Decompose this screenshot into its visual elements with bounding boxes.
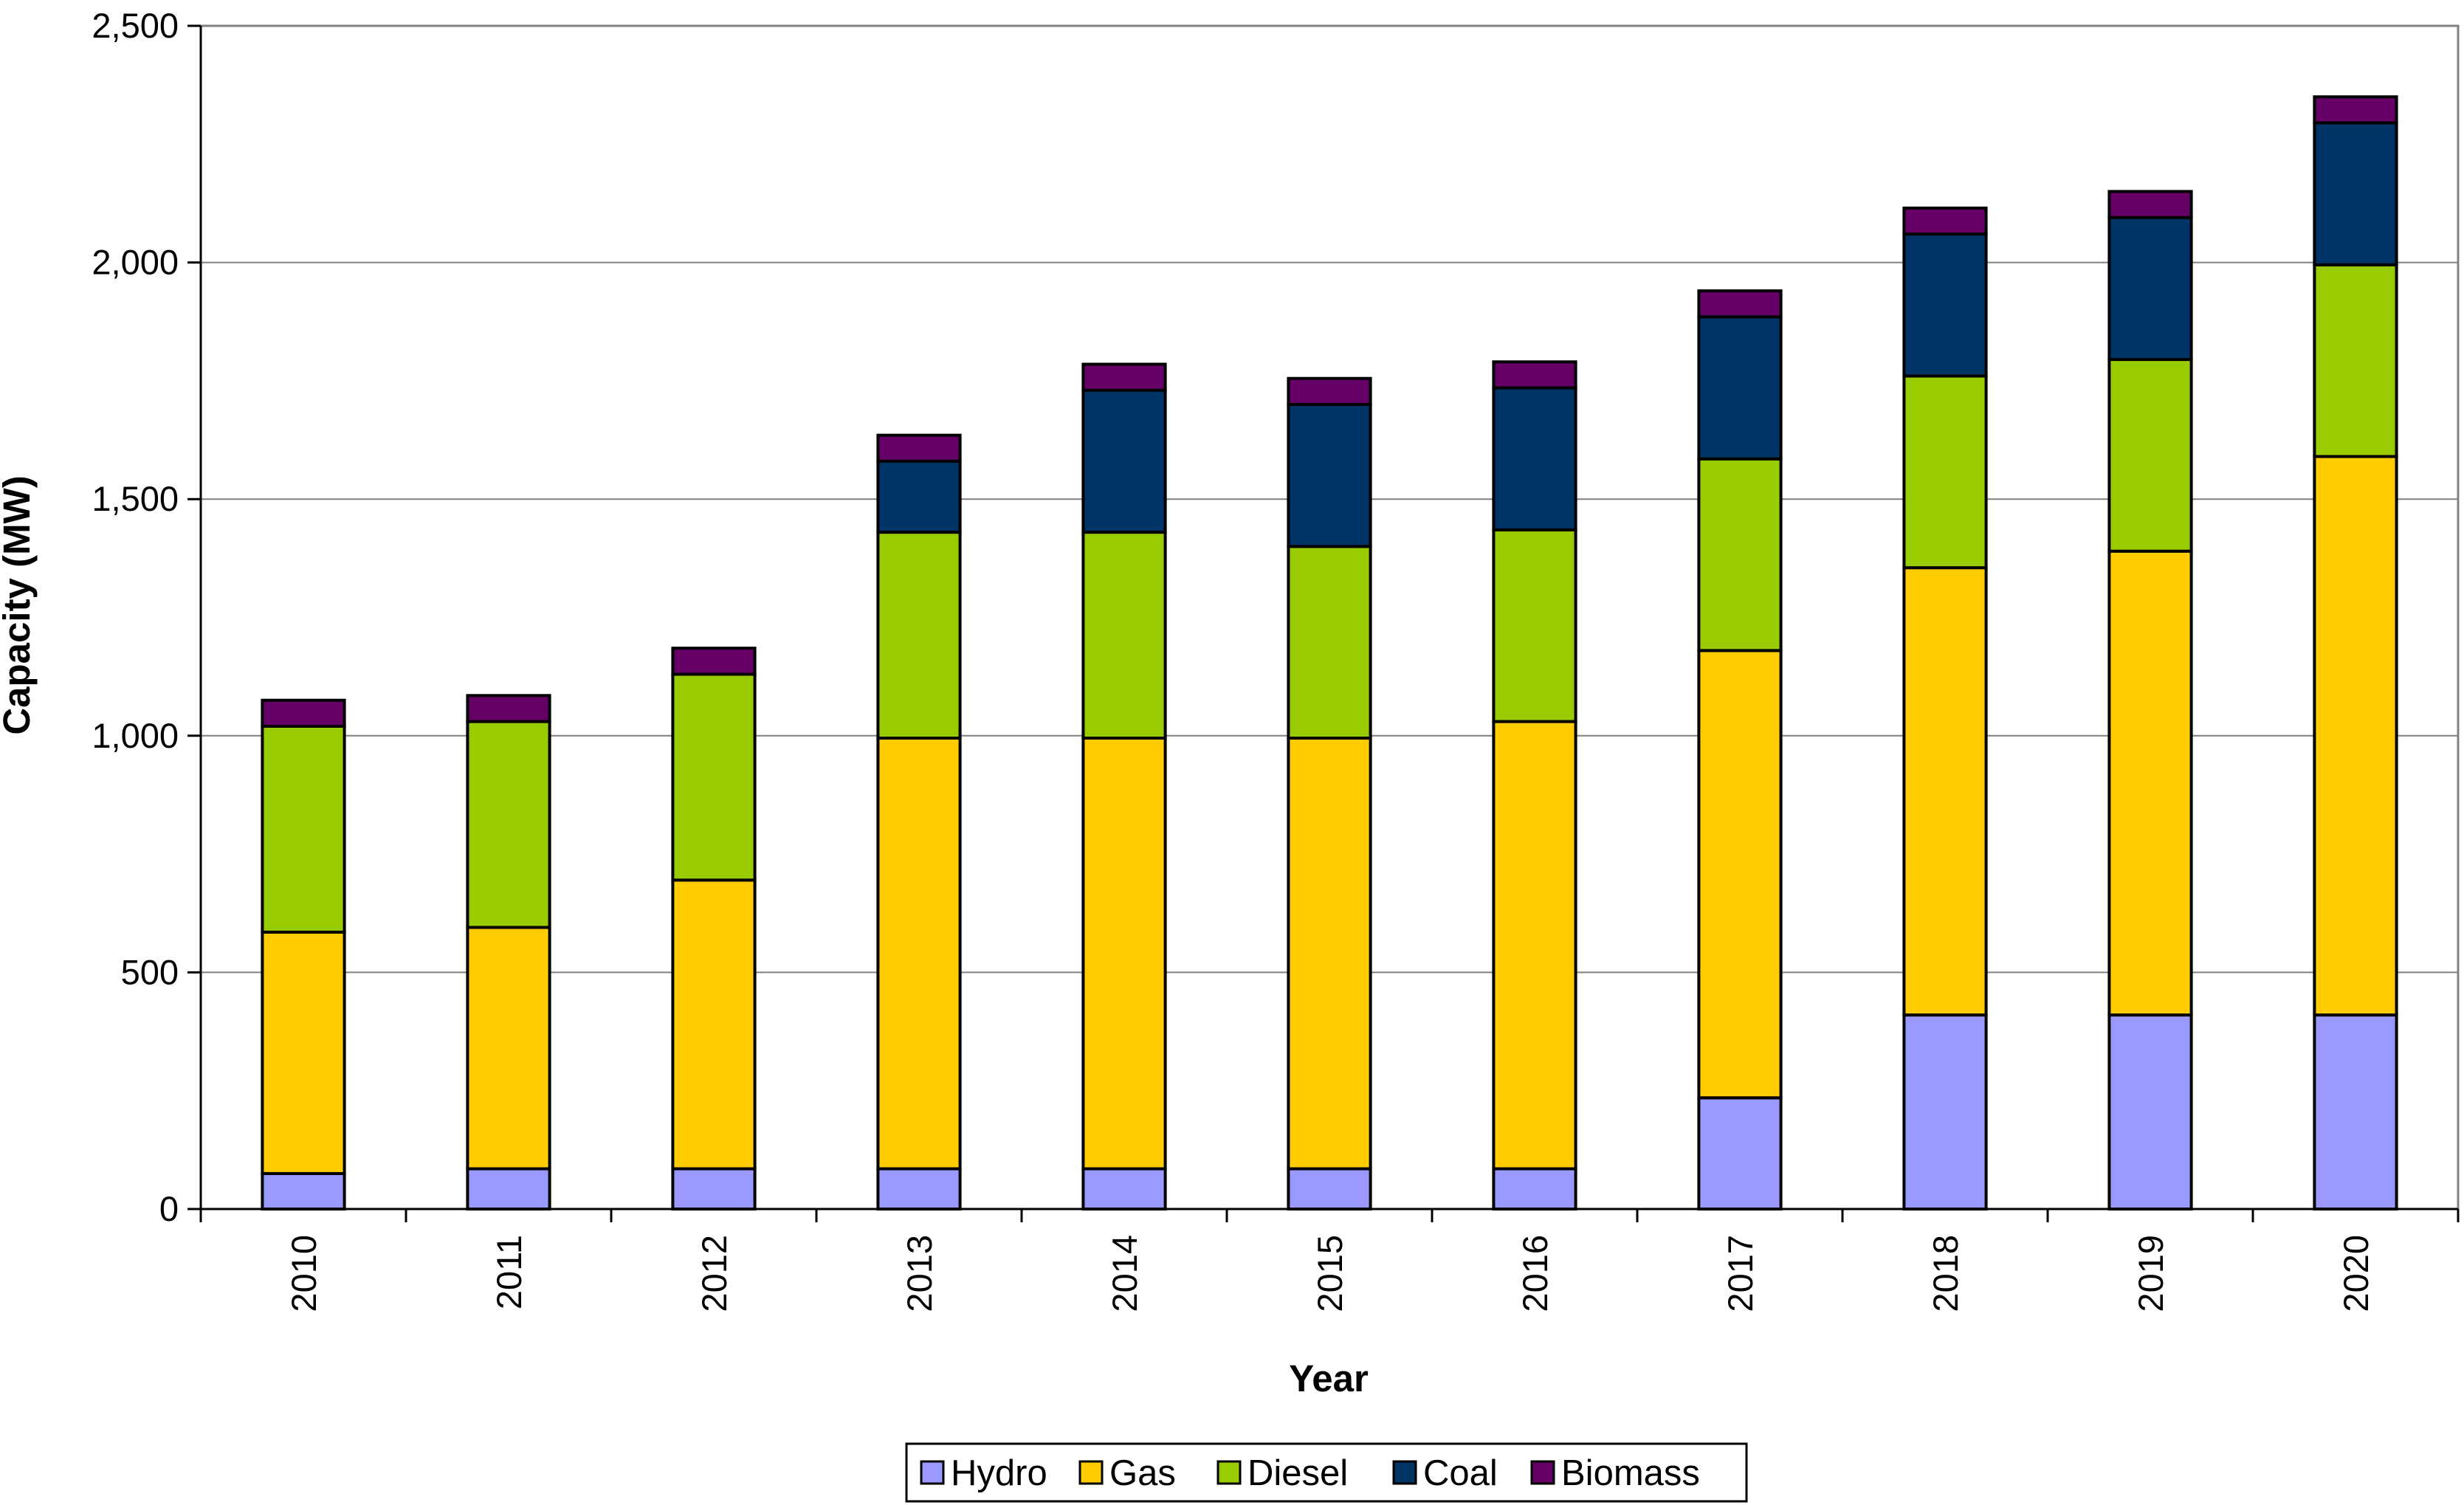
bar-biomass-2016 (1492, 360, 1577, 390)
bar-hydro-2013 (876, 1167, 962, 1211)
bar-diesel-2015 (1287, 545, 1372, 740)
legend-swatch-coal (1392, 1460, 1417, 1485)
legend-swatch-hydro (920, 1460, 945, 1485)
legend-swatch-biomass (1530, 1460, 1555, 1485)
bar-hydro-2020 (2313, 1013, 2398, 1211)
y-tick-label-2500: 2,500 (92, 6, 179, 45)
legend-label-biomass: Biomass (1561, 1453, 1700, 1493)
bar-biomass-2015 (1287, 376, 1372, 406)
bar-biomass-2012 (671, 647, 757, 676)
bar-gas-2013 (876, 737, 962, 1171)
x-tick-label-2017: 2017 (1721, 1235, 1760, 1312)
bar-diesel-2013 (876, 531, 962, 740)
bar-gas-2018 (1902, 566, 1988, 1017)
bar-gas-2014 (1081, 737, 1167, 1171)
bar-coal-2016 (1492, 386, 1577, 531)
bar-diesel-2014 (1081, 531, 1167, 740)
bar-biomass-2013 (876, 433, 962, 463)
bar-gas-2010 (261, 930, 346, 1175)
bar-diesel-2020 (2313, 263, 2398, 458)
x-tick-labels: 2010 2011 2012 2013 2014 2015 2016 2017 2018 2019… (284, 1235, 2375, 1312)
y-tick-label-0: 0 (159, 1189, 179, 1228)
bar-coal-2018 (1902, 233, 1988, 378)
bar-gas-2017 (1697, 649, 1783, 1100)
bar-diesel-2019 (2107, 358, 2193, 553)
x-tick-label-2018: 2018 (1926, 1235, 1965, 1312)
x-tick-label-2019: 2019 (2131, 1235, 2170, 1312)
bar-diesel-2016 (1492, 528, 1577, 723)
bar-coal-2017 (1697, 315, 1783, 461)
legend-label-hydro: Hydro (951, 1453, 1047, 1493)
bar-coal-2015 (1287, 402, 1372, 548)
bar-diesel-2017 (1697, 457, 1783, 652)
bar-coal-2020 (2313, 121, 2398, 266)
bar-hydro-2019 (2107, 1013, 2193, 1211)
y-axis-title: Capacity (MW) (0, 475, 38, 734)
bar-hydro-2014 (1081, 1167, 1167, 1211)
x-axis-title: Year (1289, 1357, 1369, 1399)
legend-label-coal: Coal (1423, 1453, 1498, 1493)
bar-gas-2020 (2313, 455, 2398, 1017)
legend-label-gas: Gas (1109, 1453, 1176, 1493)
legend-box (905, 1442, 1748, 1503)
bar-gas-2011 (466, 926, 551, 1171)
bar-gas-2019 (2107, 549, 2193, 1017)
bar-hydro-2016 (1492, 1167, 1577, 1211)
bar-hydro-2018 (1902, 1013, 1988, 1211)
bar-hydro-2017 (1697, 1096, 1783, 1210)
bar-biomass-2020 (2313, 95, 2398, 125)
bar-biomass-2019 (2107, 190, 2193, 219)
bar-gas-2012 (671, 878, 757, 1171)
bar-coal-2014 (1081, 388, 1167, 534)
bar-diesel-2018 (1902, 374, 1988, 570)
bar-hydro-2015 (1287, 1167, 1372, 1211)
bar-diesel-2011 (466, 720, 551, 929)
bar-coal-2019 (2107, 216, 2193, 362)
legend-swatch-gas (1078, 1460, 1104, 1485)
bars (261, 95, 2398, 1211)
x-tick-label-2020: 2020 (2336, 1235, 2375, 1312)
bar-biomass-2014 (1081, 362, 1167, 392)
bar-coal-2013 (876, 459, 962, 534)
legend: Hydro Gas Diesel Coal Biomass (905, 1442, 1748, 1503)
legend-label-diesel: Diesel (1248, 1453, 1348, 1493)
y-tick-label-1500: 1,500 (92, 479, 179, 518)
x-tick-label-2010: 2010 (284, 1235, 323, 1312)
bar-gas-2015 (1287, 737, 1372, 1171)
y-tick-label-1000: 1,000 (92, 716, 179, 755)
bar-diesel-2012 (671, 672, 757, 882)
bar-hydro-2010 (261, 1171, 346, 1211)
bar-biomass-2010 (261, 698, 346, 728)
bar-hydro-2012 (671, 1167, 757, 1211)
x-tick-label-2014: 2014 (1105, 1235, 1144, 1312)
bar-hydro-2011 (466, 1167, 551, 1211)
bar-biomass-2018 (1902, 206, 1988, 236)
axes (187, 24, 2460, 1222)
bar-gas-2016 (1492, 720, 1577, 1171)
bar-diesel-2010 (261, 724, 346, 934)
x-tick-label-2012: 2012 (695, 1235, 734, 1312)
bar-biomass-2017 (1697, 289, 1783, 319)
x-tick-label-2011: 2011 (489, 1235, 529, 1309)
legend-swatch-diesel (1216, 1460, 1242, 1485)
x-tick-label-2016: 2016 (1515, 1235, 1555, 1312)
x-tick-label-2013: 2013 (900, 1235, 939, 1312)
y-tick-label-500: 500 (121, 952, 179, 991)
y-tick-label-2000: 2,000 (92, 243, 179, 282)
x-tick-label-2015: 2015 (1310, 1235, 1349, 1312)
bar-biomass-2011 (466, 694, 551, 723)
y-tick-labels: 0 500 1,000 1,500 2,000 2,500 (92, 6, 179, 1228)
